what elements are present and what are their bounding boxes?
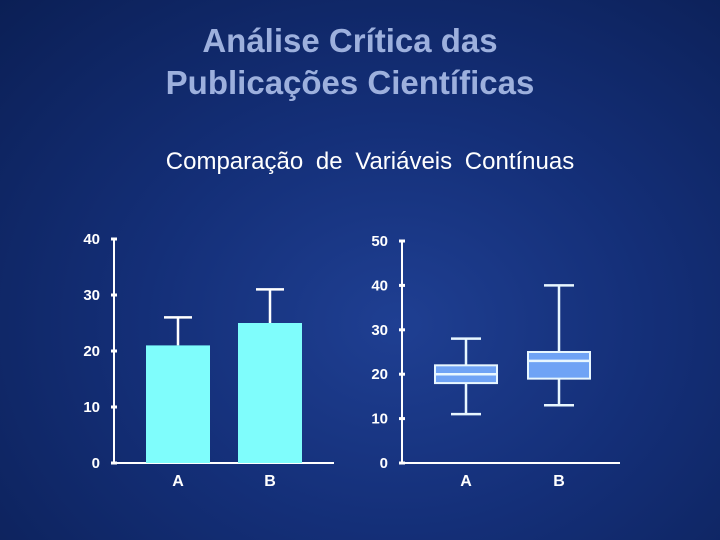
chart1-y-tick-label: 20 [83, 343, 100, 360]
chart1-y-tick-label: 10 [83, 399, 100, 416]
chart1-bar-A [146, 345, 210, 463]
chart2-y-tick-label: 10 [371, 411, 388, 428]
chart2-y-tick-label: 0 [380, 455, 388, 472]
chart1-y-tick-label: 30 [83, 287, 100, 304]
chart2-y-tick-label: 20 [371, 366, 388, 383]
chart2-y-tick-label: 50 [371, 233, 388, 250]
chart1-y-tick-label: 40 [83, 231, 100, 248]
title-line-2: Publicações Científicas [165, 64, 535, 101]
chart1-bar-B [238, 323, 302, 463]
slide-subtitle: Comparação de Variáveis Contínuas [165, 148, 575, 175]
chart2-x-tick-label: A [460, 473, 472, 490]
chart2-y-tick-label: 40 [371, 277, 388, 294]
chart2-y-tick-label: 30 [371, 322, 388, 339]
chart2-x-tick-label: B [553, 473, 565, 490]
chart1-x-tick-label: B [264, 473, 276, 490]
slide-title: Análise Crítica das Publicações Científi… [0, 20, 700, 104]
chart1-x-tick-label: A [172, 473, 184, 490]
chart1-y-tick-label: 0 [92, 455, 100, 472]
chart2-box-B [527, 351, 591, 380]
title-line-1: Análise Crítica das [202, 22, 498, 59]
